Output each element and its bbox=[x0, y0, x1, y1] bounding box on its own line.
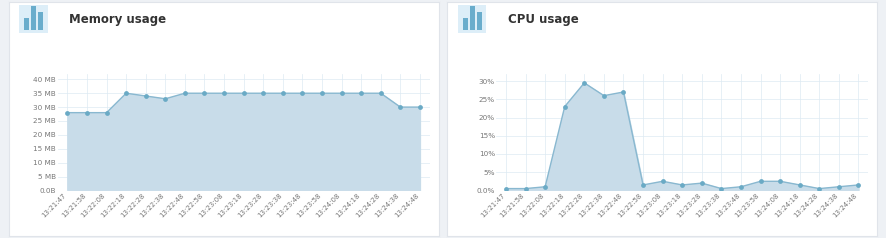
Point bbox=[597, 94, 611, 98]
Point bbox=[178, 91, 192, 95]
Bar bbox=[470, 6, 475, 30]
Point bbox=[276, 91, 290, 95]
Point bbox=[237, 91, 251, 95]
Point bbox=[138, 94, 152, 98]
Point bbox=[99, 111, 113, 114]
Point bbox=[832, 185, 846, 189]
Point bbox=[617, 90, 631, 94]
Bar bbox=[24, 18, 29, 30]
Text: CPU usage: CPU usage bbox=[508, 13, 579, 25]
Point bbox=[636, 183, 650, 187]
Point bbox=[198, 91, 212, 95]
Point bbox=[538, 185, 552, 189]
Point bbox=[714, 187, 728, 190]
Point bbox=[695, 181, 709, 185]
Point bbox=[812, 187, 827, 190]
Point bbox=[374, 91, 388, 95]
Point bbox=[518, 187, 532, 190]
Point bbox=[577, 81, 591, 85]
Point bbox=[217, 91, 231, 95]
Point bbox=[773, 179, 788, 183]
Point bbox=[851, 183, 866, 187]
Text: Memory usage: Memory usage bbox=[69, 13, 167, 25]
Point bbox=[354, 91, 369, 95]
Point bbox=[335, 91, 349, 95]
Point bbox=[656, 179, 670, 183]
Point bbox=[80, 111, 94, 114]
Point bbox=[413, 105, 427, 109]
Point bbox=[734, 185, 748, 189]
Point bbox=[315, 91, 329, 95]
Point bbox=[675, 183, 689, 187]
Point bbox=[557, 105, 571, 109]
Point bbox=[393, 105, 408, 109]
Point bbox=[256, 91, 270, 95]
Bar bbox=[477, 12, 482, 30]
Bar bbox=[38, 12, 43, 30]
Bar bbox=[31, 6, 36, 30]
Point bbox=[793, 183, 807, 187]
Bar bbox=[462, 18, 468, 30]
Point bbox=[159, 97, 173, 101]
Point bbox=[295, 91, 309, 95]
Point bbox=[60, 111, 74, 114]
Point bbox=[753, 179, 767, 183]
Point bbox=[499, 187, 513, 190]
Point bbox=[119, 91, 133, 95]
